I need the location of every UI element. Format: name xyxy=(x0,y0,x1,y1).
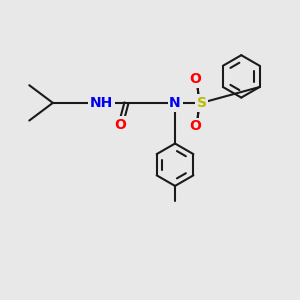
Text: O: O xyxy=(190,72,202,86)
Text: S: S xyxy=(196,96,206,110)
Text: N: N xyxy=(169,96,181,110)
Text: O: O xyxy=(115,118,127,132)
Text: O: O xyxy=(190,119,202,134)
Text: NH: NH xyxy=(90,96,113,110)
